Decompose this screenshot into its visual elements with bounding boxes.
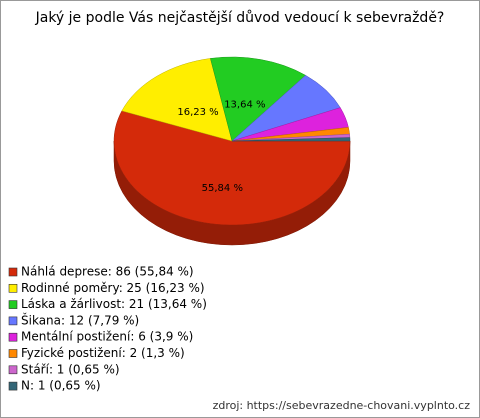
legend-swatch <box>8 300 18 309</box>
slice <box>210 56 306 142</box>
data-label: 13,64 % <box>224 99 265 110</box>
legend-label: Šikana: 12 (7,79 %) <box>21 312 139 327</box>
data-label: 16,23 % <box>177 107 218 118</box>
legend-swatch <box>8 283 18 293</box>
legend-label: Mentální postižení: 6 (3,9 %) <box>21 330 193 344</box>
slice <box>121 58 233 142</box>
slice <box>231 137 351 142</box>
legend-swatch <box>8 365 18 375</box>
legend-label: Rodinné poměry: 25 (16,23 %) <box>21 281 205 295</box>
legend-label: N: 1 (0,65 %) <box>21 379 101 393</box>
legend-swatch <box>8 349 18 358</box>
legend-label: Fyzické postižení: 2 (1,3 %) <box>21 346 185 360</box>
legend-swatch <box>8 316 18 326</box>
legend-label: Náhlá deprese: 86 (55,84 %) <box>21 265 194 279</box>
source: zdroj: https://sebevrazedne-chovani.vypl… <box>213 399 471 412</box>
legend-label: Láska a žárlivost: 21 (13,64 %) <box>21 297 207 311</box>
chart-title: Jaký je podle Vás nejčastější důvod vedo… <box>35 10 445 26</box>
legend-swatch <box>8 332 18 342</box>
legend-label: Stáří: 1 (0,65 %) <box>21 362 120 376</box>
data-label: 55,84 % <box>202 183 243 194</box>
slice <box>113 110 351 226</box>
legend-swatch <box>8 381 18 391</box>
legend-swatch <box>8 267 18 277</box>
